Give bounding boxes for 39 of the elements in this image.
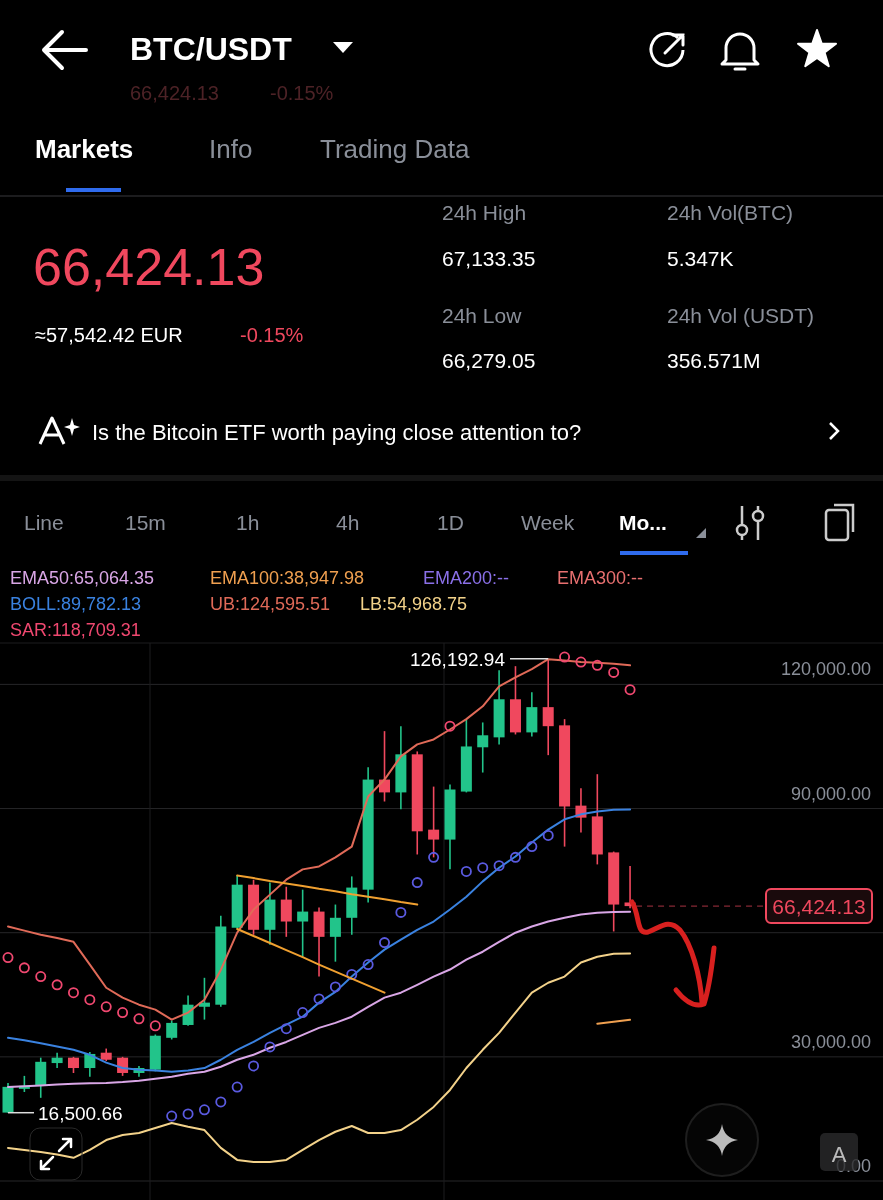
text: EMA100:38,947.98 <box>210 568 365 588</box>
text: EMA300:-- <box>557 568 644 588</box>
text: 5.347K <box>667 247 734 270</box>
text: -0.15% <box>240 324 304 346</box>
text: EMA200:-- <box>423 568 510 588</box>
text: 24h Low <box>442 304 523 327</box>
y-tick-label: 120,000.00 <box>780 659 871 680</box>
text: Line <box>24 511 64 534</box>
text: 66,279.05 <box>442 349 536 372</box>
text: SAR:118,709.31 <box>10 620 141 640</box>
chart-title: BTC/USDT <box>130 31 293 67</box>
text: 24h High <box>442 201 527 224</box>
text: 66,424.13 <box>130 82 219 104</box>
text: 66,424.13 <box>33 238 265 296</box>
annotation: 126,192.94 <box>409 648 506 670</box>
text: 24h Vol(BTC) <box>667 201 794 224</box>
annotation: 16,500.66 <box>38 1102 123 1124</box>
text: Markets <box>35 134 134 164</box>
text: -0.15% <box>270 82 334 104</box>
text: 4h <box>336 511 360 534</box>
text: 15m <box>125 511 166 534</box>
text: EMA50:65,064.35 <box>10 568 155 588</box>
y-tick-label: 30,000.00 <box>790 1031 871 1052</box>
text: Week <box>521 511 575 534</box>
text: Mo... <box>619 511 667 534</box>
text: Is the Bitcoin ETF worth paying close attention to? <box>92 420 582 445</box>
text: BOLL:89,782.13 <box>10 594 142 614</box>
y-tick-label: 90,000.00 <box>790 783 871 804</box>
ref-line-label: 66,424.13 <box>772 895 866 919</box>
text: ≈57,542.42 EUR <box>35 324 183 346</box>
text: Info <box>209 134 253 164</box>
text: Trading Data <box>320 134 470 164</box>
text: 67,133.35 <box>442 247 536 270</box>
text: 356.571M <box>667 349 761 372</box>
text: LB:54,968.75 <box>360 594 468 614</box>
text: 1D <box>437 511 464 534</box>
text: 1h <box>236 511 260 534</box>
text: UB:124,595.51 <box>210 594 331 614</box>
text: 24h Vol (USDT) <box>667 304 815 327</box>
